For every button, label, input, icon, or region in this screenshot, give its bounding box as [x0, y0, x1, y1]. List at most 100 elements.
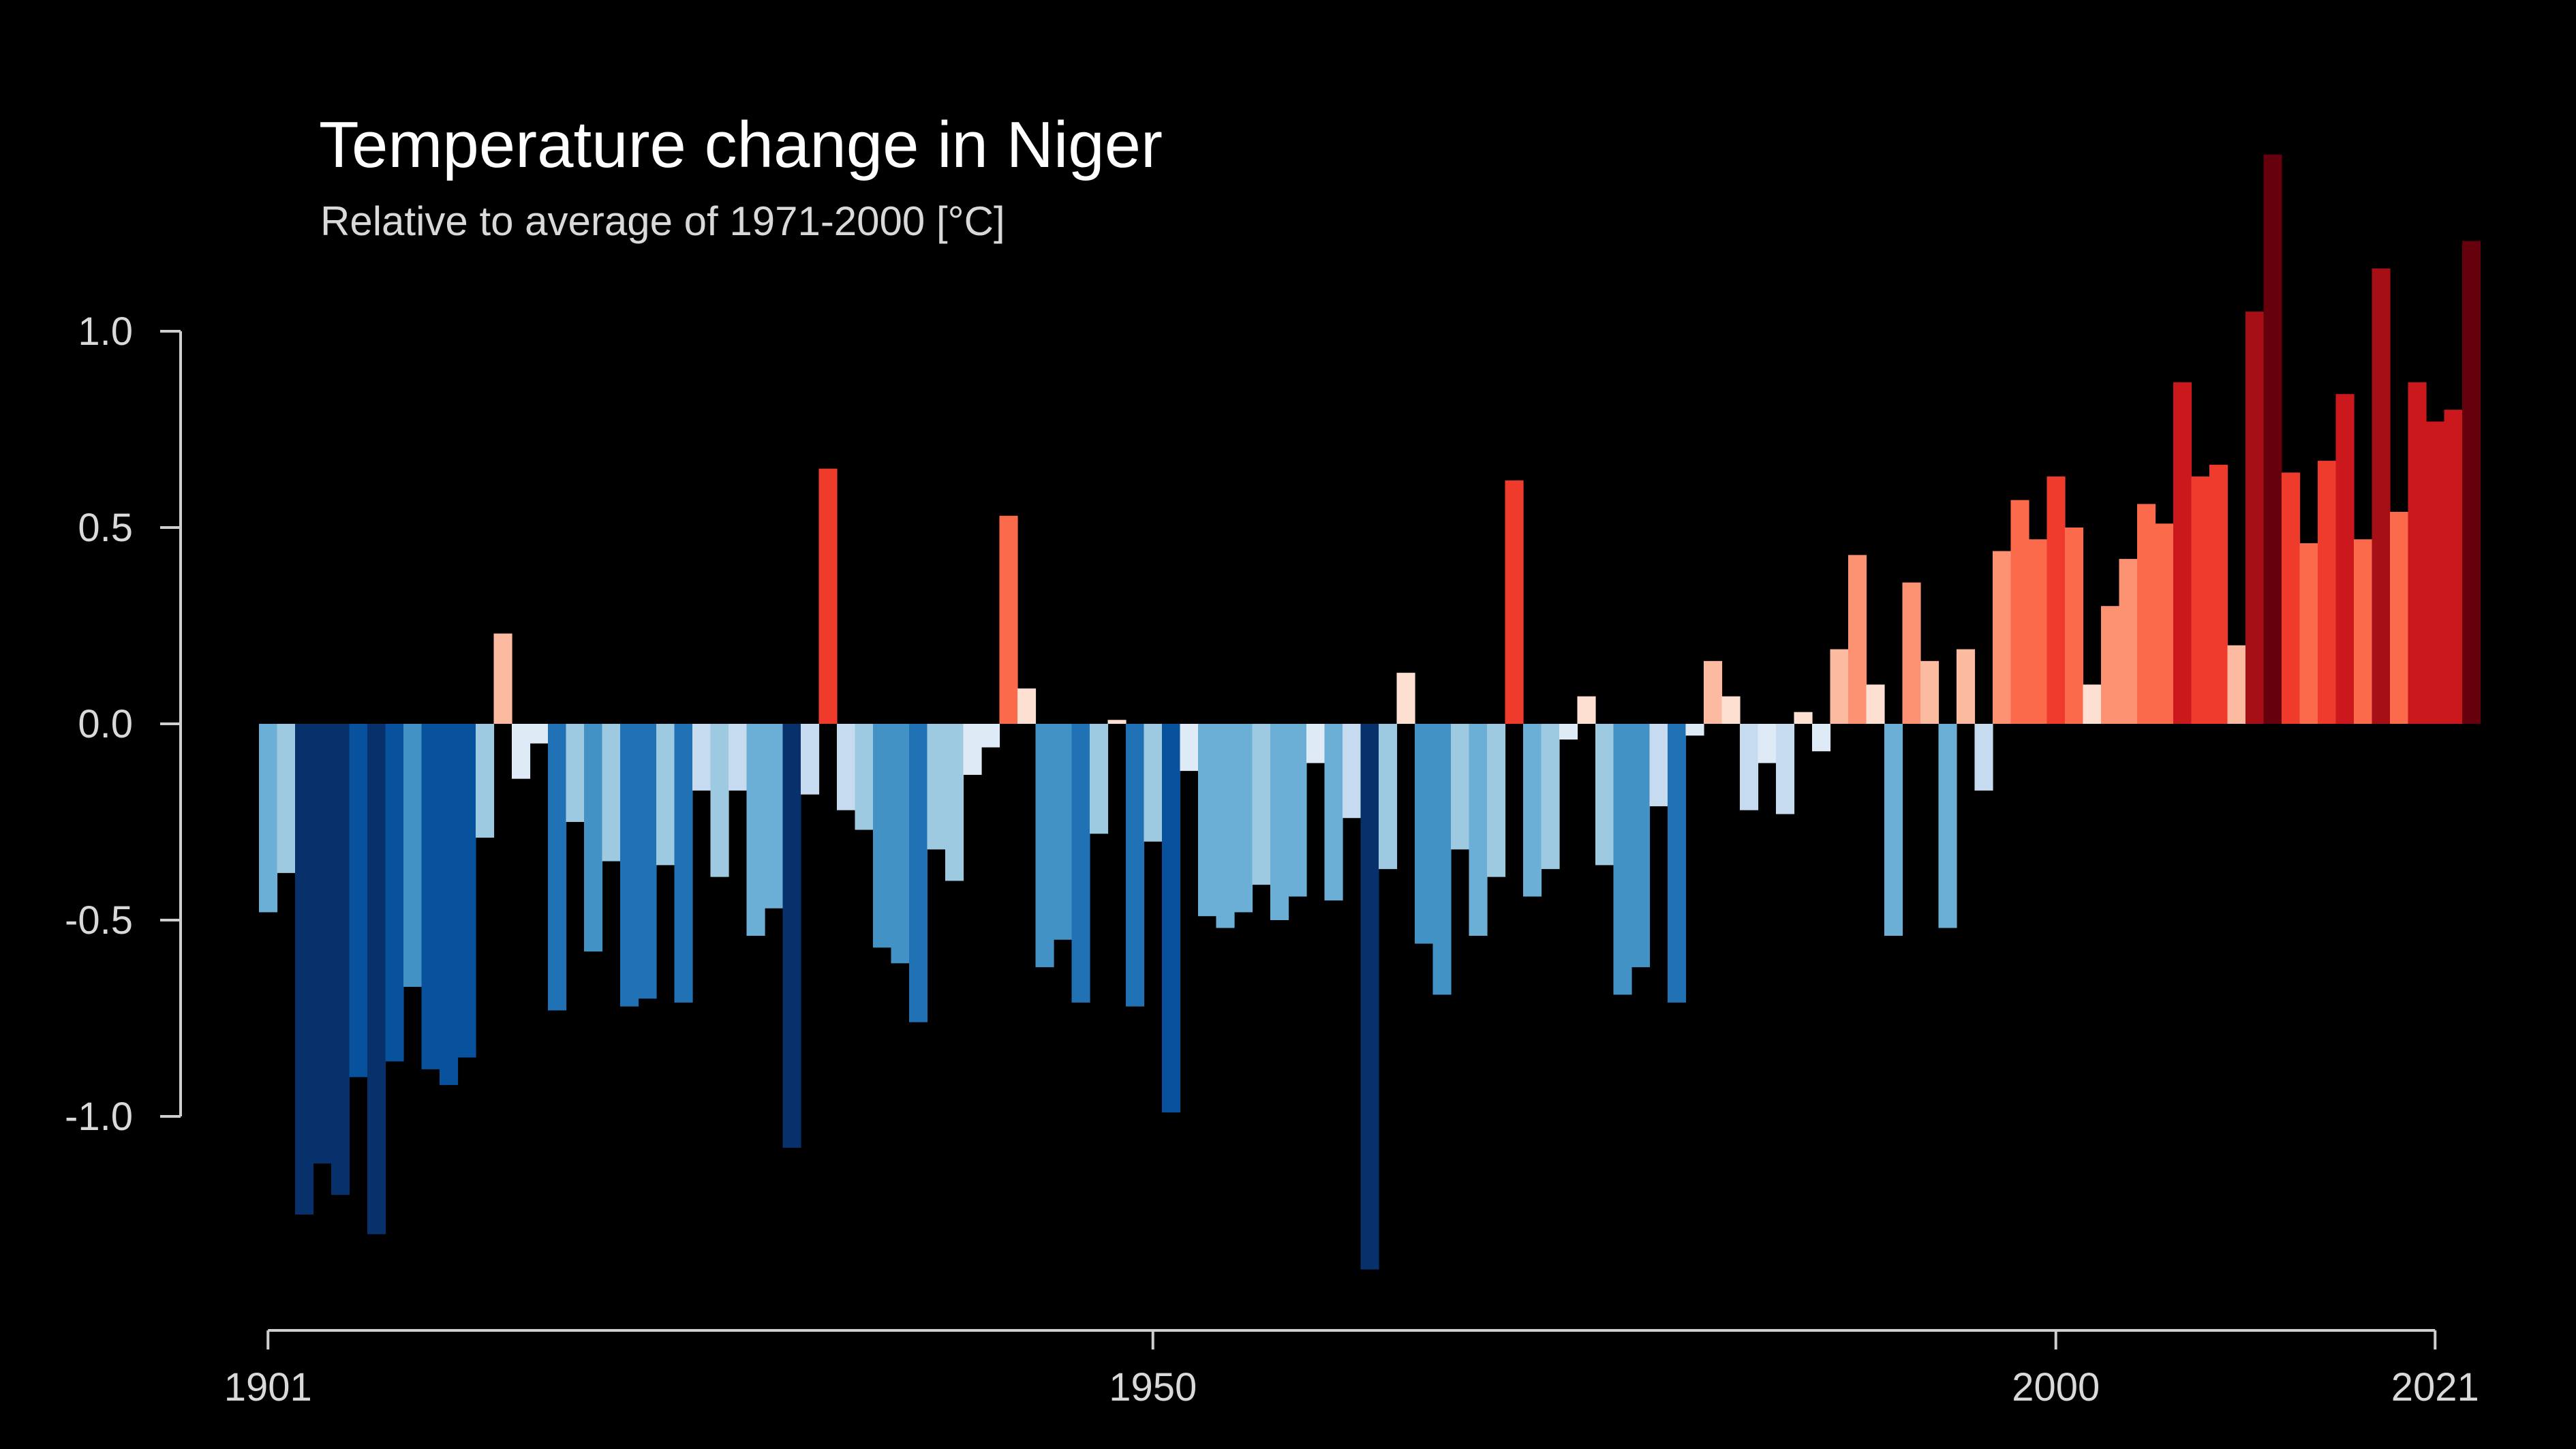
bar-1987: [1812, 724, 1831, 752]
bar-1979: [1668, 724, 1687, 1003]
bar-1947: [1090, 724, 1109, 834]
bar-1990: [1866, 684, 1885, 724]
bar-1931: [801, 724, 820, 795]
bar-1951: [1162, 724, 1181, 1113]
bar-1952: [1180, 724, 1199, 772]
bar-1924: [674, 724, 693, 1003]
bar-1992: [1902, 582, 1921, 724]
bar-2020: [2408, 382, 2427, 724]
bar-1940: [963, 724, 982, 775]
bar-1985: [1776, 724, 1795, 814]
bar-2016: [2335, 394, 2355, 724]
bar-1955: [1234, 724, 1253, 913]
bar-1930: [782, 724, 801, 1148]
bar-1991: [1884, 724, 1903, 936]
bar-1932: [818, 468, 838, 724]
bar-1922: [638, 724, 657, 999]
bar-1963: [1379, 724, 1398, 870]
bar-1972: [1541, 724, 1560, 870]
bar-1945: [1054, 724, 1073, 940]
bar-1908: [385, 724, 404, 1062]
bar-1953: [1198, 724, 1217, 917]
bar-2017: [2354, 539, 2373, 724]
bar-1970: [1505, 480, 1524, 724]
bar-1948: [1107, 720, 1126, 724]
bar-2004: [2119, 559, 2138, 724]
bar-2014: [2299, 543, 2318, 724]
bar-2001: [2065, 528, 2084, 724]
x-tick-label: 1901: [224, 1365, 312, 1409]
bar-1929: [765, 724, 784, 909]
bar-1981: [1704, 660, 1723, 724]
bar-1915: [512, 724, 531, 779]
bar-2000: [2046, 476, 2066, 724]
bar-1997: [1993, 551, 2012, 724]
bar-1964: [1396, 673, 1415, 724]
bars-group: [259, 154, 2481, 1270]
bar-1961: [1343, 724, 1362, 819]
bar-1939: [945, 724, 964, 881]
bar-2007: [2173, 382, 2192, 724]
bar-1949: [1126, 724, 1145, 1007]
bar-1967: [1451, 724, 1470, 850]
bar-2015: [2318, 461, 2337, 724]
bar-1943: [1017, 688, 1037, 724]
bar-1983: [1740, 724, 1759, 810]
bar-1926: [710, 724, 729, 877]
bar-2019: [2390, 511, 2409, 724]
bar-1938: [927, 724, 946, 850]
bar-2018: [2372, 268, 2391, 724]
bar-1966: [1432, 724, 1452, 995]
bar-1971: [1523, 724, 1542, 897]
bar-1916: [530, 724, 549, 744]
bar-1954: [1216, 724, 1235, 928]
bar-1937: [909, 724, 928, 1022]
bar-1989: [1848, 555, 1867, 724]
bar-1996: [1974, 724, 1993, 791]
y-tick-label: 1.0: [78, 309, 133, 354]
bar-1998: [2010, 500, 2029, 724]
bar-2002: [2083, 684, 2102, 724]
bar-1912: [457, 724, 476, 1058]
bar-1962: [1360, 724, 1379, 1270]
y-tick-label: 0.0: [78, 702, 133, 746]
bar-1906: [349, 724, 368, 1078]
bar-1988: [1830, 649, 1849, 724]
bar-1995: [1957, 649, 1976, 724]
bar-1958: [1288, 724, 1307, 897]
bar-1975: [1595, 724, 1614, 866]
bar-1918: [566, 724, 585, 822]
bar-1935: [873, 724, 892, 948]
y-axis: 1.0 0.5 0.0 -0.5 -1.0: [65, 309, 182, 1139]
bar-1969: [1487, 724, 1506, 877]
bar-2009: [2209, 464, 2228, 724]
bar-1904: [313, 724, 332, 1164]
bar-1999: [2029, 539, 2048, 724]
bar-2013: [2282, 472, 2301, 724]
bar-1905: [331, 724, 350, 1195]
bar-2008: [2191, 476, 2210, 724]
bar-2023: [2462, 241, 2481, 724]
bar-1977: [1631, 724, 1651, 968]
bar-1984: [1758, 724, 1777, 763]
x-axis: 1901 1950 2000 2021: [224, 1329, 2479, 1409]
chart-title: Temperature change in Niger: [319, 108, 1163, 181]
bar-1917: [548, 724, 567, 1011]
bar-1928: [746, 724, 765, 936]
bar-1911: [440, 724, 459, 1085]
bar-1909: [403, 724, 423, 987]
bar-1976: [1613, 724, 1632, 995]
y-tick-label: -1.0: [65, 1095, 133, 1139]
bar-1907: [367, 724, 386, 1234]
bar-1959: [1306, 724, 1325, 763]
chart-subtitle: Relative to average of 1971-2000 [°C]: [320, 198, 1005, 244]
bar-2022: [2444, 410, 2463, 724]
bar-1902: [277, 724, 296, 873]
bar-1925: [692, 724, 711, 791]
bar-1982: [1721, 696, 1741, 724]
bar-1973: [1559, 724, 1578, 740]
bar-1933: [837, 724, 856, 810]
bar-2012: [2263, 154, 2282, 724]
bar-2006: [2155, 523, 2174, 724]
bar-1927: [729, 724, 748, 791]
